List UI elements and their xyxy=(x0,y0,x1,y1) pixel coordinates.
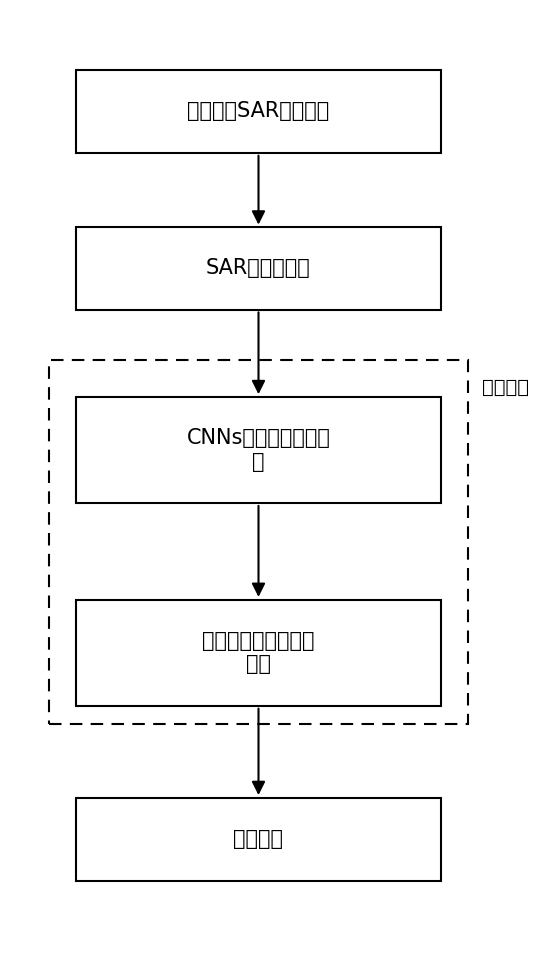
Text: SAR图像预处理: SAR图像预处理 xyxy=(206,258,311,278)
Text: 路面目标SAR图像监测: 路面目标SAR图像监测 xyxy=(188,102,330,121)
Bar xyxy=(76,70,441,153)
Text: 分类结果: 分类结果 xyxy=(234,829,283,850)
Bar xyxy=(49,360,468,724)
Text: 目标识别: 目标识别 xyxy=(482,378,529,397)
Bar xyxy=(76,397,441,503)
Bar xyxy=(76,798,441,881)
Bar xyxy=(76,227,441,309)
Text: 相似度权重识别路面
目标: 相似度权重识别路面 目标 xyxy=(202,632,315,674)
Bar xyxy=(76,600,441,706)
Text: CNNs网络提取图像特
征: CNNs网络提取图像特 征 xyxy=(186,428,330,471)
